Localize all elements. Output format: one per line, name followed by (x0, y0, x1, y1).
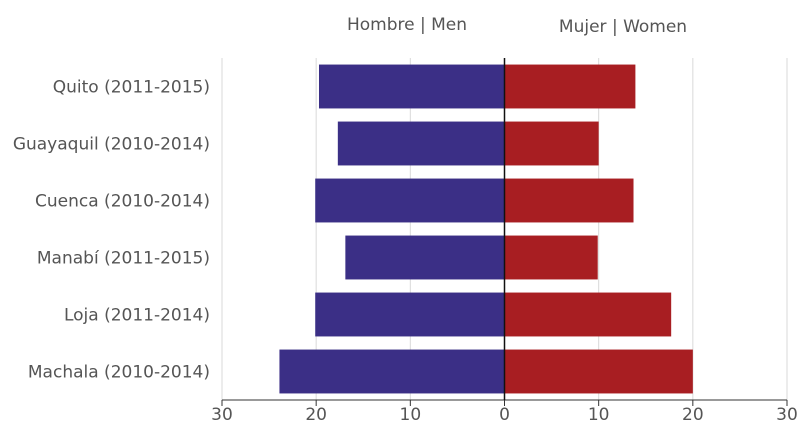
bar-women (504, 178, 634, 223)
x-tick-label: 20 (305, 405, 327, 425)
category-label: Machala (2010-2014) (28, 363, 210, 383)
category-label: Manabí (2011-2015) (37, 249, 210, 269)
bar-women (504, 64, 636, 109)
x-tick-label: 10 (400, 405, 422, 425)
x-tick-label: 0 (499, 405, 510, 425)
x-tick-label: 30 (776, 405, 798, 425)
bar-men (315, 292, 505, 337)
bar-men (279, 349, 505, 394)
bars (279, 64, 693, 394)
bar-men (315, 178, 505, 223)
bar-women (504, 121, 599, 166)
category-label: Quito (2011-2015) (53, 78, 210, 98)
x-tick-label: 30 (211, 405, 233, 425)
bar-women (504, 349, 693, 394)
x-tick-label: 10 (588, 405, 610, 425)
bar-women (504, 235, 598, 280)
grid-lines (221, 58, 788, 400)
bar-men (318, 64, 505, 109)
bar-men (337, 121, 505, 166)
category-label: Guayaquil (2010-2014) (13, 135, 210, 155)
category-label: Loja (2011-2014) (64, 306, 210, 326)
x-tick-label: 20 (682, 405, 704, 425)
labels: Hombre | Men Mujer | Women 30 20 10 0 10 20 30… (13, 15, 798, 425)
category-label: Cuenca (2010-2014) (35, 192, 210, 212)
legend-men: Hombre | Men (347, 15, 467, 35)
bar-men (345, 235, 505, 280)
legend-women: Mujer | Women (559, 17, 687, 37)
axes (221, 58, 788, 406)
bar-women (504, 292, 672, 337)
